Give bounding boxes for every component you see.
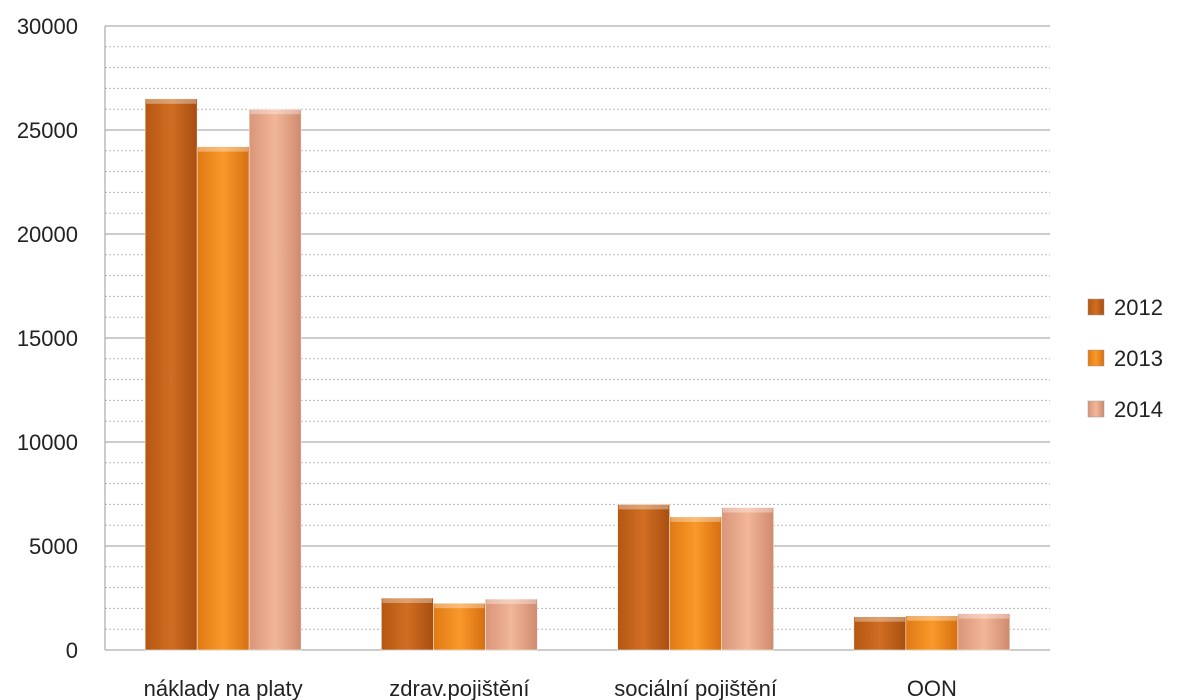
bar-2013-2 (669, 516, 722, 651)
x-category-label: náklady na platy (144, 676, 303, 700)
bar-2013-0 (196, 146, 250, 651)
bar-2012-3 (853, 616, 907, 651)
y-tick-label: 5000 (29, 534, 78, 559)
legend-label-2013: 2013 (1114, 346, 1163, 371)
bar-2012-0 (144, 98, 198, 651)
y-tick-label: 10000 (17, 430, 78, 455)
bar-bevel (486, 599, 537, 605)
y-tick-label: 15000 (17, 326, 78, 351)
bar-bevel (434, 603, 485, 609)
bar-bevel (618, 504, 669, 510)
y-tick-label: 25000 (17, 118, 78, 143)
bars (144, 98, 1011, 651)
bar-bevel (854, 616, 905, 622)
x-category-label: sociální pojištění (614, 676, 777, 700)
bar-bevel (146, 98, 197, 104)
bar-bevel (670, 516, 721, 522)
legend-label-2014: 2014 (1114, 397, 1163, 422)
legend-swatch-2014 (1087, 400, 1105, 418)
bar-2013-3 (905, 615, 959, 651)
bar-2014-3 (957, 613, 1011, 651)
y-tick-label: 0 (66, 638, 78, 663)
axes: 0 5000 10000 15000 20000 25000 30000 náklady na… (17, 14, 957, 700)
legend-swatch-2013 (1087, 349, 1105, 367)
x-category-label: OON (907, 676, 957, 700)
bar-bevel (722, 507, 773, 513)
bar-2014-0 (248, 108, 302, 651)
bar-bevel (382, 598, 433, 603)
y-tick-label: 30000 (17, 14, 78, 39)
x-category-label: zdrav.pojištění (389, 676, 529, 700)
y-tick-label: 20000 (17, 222, 78, 247)
bar-2013-1 (433, 602, 486, 651)
bar-2012-1 (381, 597, 434, 651)
bar-bevel (250, 109, 301, 115)
bar-2012-2 (617, 504, 670, 651)
legend-label-2012: 2012 (1114, 295, 1163, 320)
bar-bevel (198, 146, 249, 152)
legend-swatch-2012 (1087, 298, 1105, 316)
bar-2014-1 (485, 598, 538, 651)
bar-bevel (906, 615, 957, 621)
legend: 2012 2013 2014 (1087, 295, 1163, 422)
bar-bevel (958, 613, 1009, 619)
bar-2014-2 (721, 507, 774, 651)
